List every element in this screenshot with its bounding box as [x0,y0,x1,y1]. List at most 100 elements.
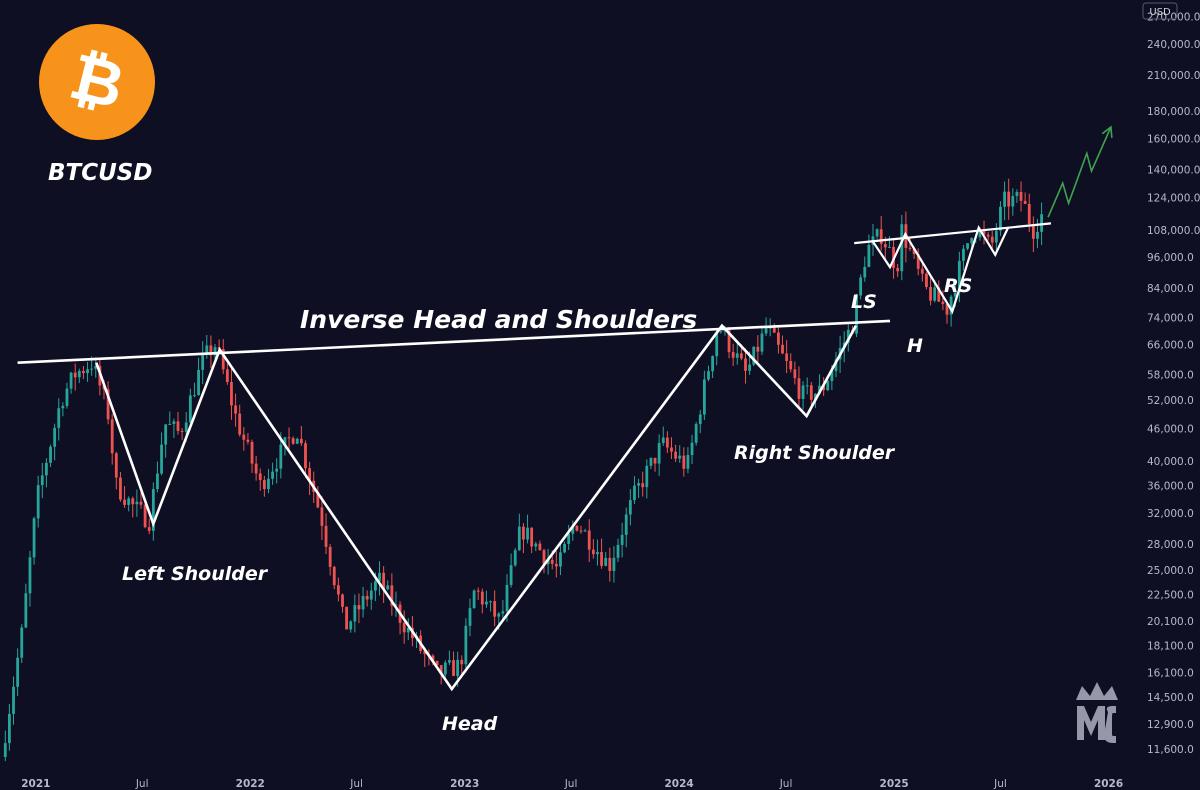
candle-body [505,584,509,612]
candle-body [600,551,603,566]
time-tick-label: 2025 [880,778,909,790]
candle-body [328,546,332,567]
candle-body [563,543,566,553]
candle-body [764,327,768,334]
time-tick-label: 2023 [450,778,479,790]
candle-body [760,333,764,352]
candle-body [24,593,28,628]
candle-body [82,370,85,374]
candle-body [982,230,986,235]
price-tick-label: 11,600.0 [1147,744,1194,756]
candle-body [456,659,460,676]
candle-body [875,229,879,237]
candle-body [883,243,887,248]
candle-body [674,451,677,459]
candle-body [620,534,624,545]
candle-body [271,471,274,479]
candle-body [480,591,484,605]
price-tick-label: 108,000.0 [1147,225,1200,237]
candle-body [682,455,686,469]
candle-body [349,621,353,630]
candle-body [591,549,595,555]
candle-body [830,371,834,382]
candle-body [735,353,739,358]
candle-body [855,295,858,334]
candle-body [332,566,336,586]
candle-body [209,345,213,356]
candle-body [452,660,455,676]
candle-body [933,287,937,301]
pattern-lines-layer [17,222,1052,692]
candle-body [246,439,250,442]
candle-body [275,468,279,472]
candle-body [966,243,969,249]
candle-body [846,329,850,343]
price-tick-label: 52,000.0 [1147,395,1194,407]
candle-body [49,446,52,463]
candle-body [77,370,81,378]
candle-body [814,393,817,400]
time-tick-label: Jul [564,778,578,790]
price-tick-label: 210,000.0 [1147,70,1200,82]
price-tick-label: 66,000.0 [1147,339,1194,351]
candle-body [970,238,974,244]
candle-body [739,353,743,359]
candle-body [324,525,328,547]
candle-body [702,379,706,415]
candle-body [657,443,661,464]
candle-body [575,525,579,531]
candle-body [990,236,994,243]
candle-body [834,359,838,372]
candle-body [365,595,369,600]
candle-body [57,408,61,428]
candle-body [744,358,747,371]
candle-body [999,206,1002,231]
candle-body [258,473,262,481]
time-tick-label: Jul [349,778,363,790]
candle-body [571,525,575,534]
time-tick-label: 2022 [236,778,265,790]
mc-crown-logo [1076,682,1118,743]
candle-body [711,356,715,372]
candle-body [40,475,44,486]
price-tick-label: 140,000.0 [1147,164,1200,176]
price-tick-label: 46,000.0 [1147,423,1194,435]
candle-body [299,438,303,444]
time-tick-label: Jul [779,778,793,790]
candle-body [86,369,89,374]
projection-layer [1047,125,1113,218]
candle-body [7,713,11,744]
candle-body [554,563,558,567]
candle-body [238,413,242,435]
price-tick-label: 32,000.0 [1147,508,1194,520]
candle-body [61,405,65,409]
candle-body [678,455,682,459]
candle-body [670,447,673,452]
candle-body [90,368,94,370]
currency-badge[interactable]: USD [1142,2,1178,20]
candle-body [423,651,427,655]
candle-body [250,441,254,464]
candle-body [20,627,24,658]
candle-body [785,353,789,361]
candle-body [460,659,464,665]
candle-body [45,462,48,476]
candle-body [28,557,32,594]
price-tick-label: 25,000.0 [1147,565,1194,577]
candle-body [341,594,344,607]
candle-body [801,385,805,399]
candle-body [65,388,69,406]
candle-body [73,372,77,378]
candle-body [1036,231,1039,239]
candle-body [665,437,669,448]
candle-body [357,605,361,610]
candle-body [604,557,608,566]
price-tick-label: 36,000.0 [1147,480,1194,492]
candle-body [295,438,299,444]
candle-body [119,477,122,500]
candle-body [160,444,163,474]
candle-body [912,248,916,255]
candle-body [690,442,694,455]
candle-body [534,543,538,547]
candle-body [180,430,184,432]
